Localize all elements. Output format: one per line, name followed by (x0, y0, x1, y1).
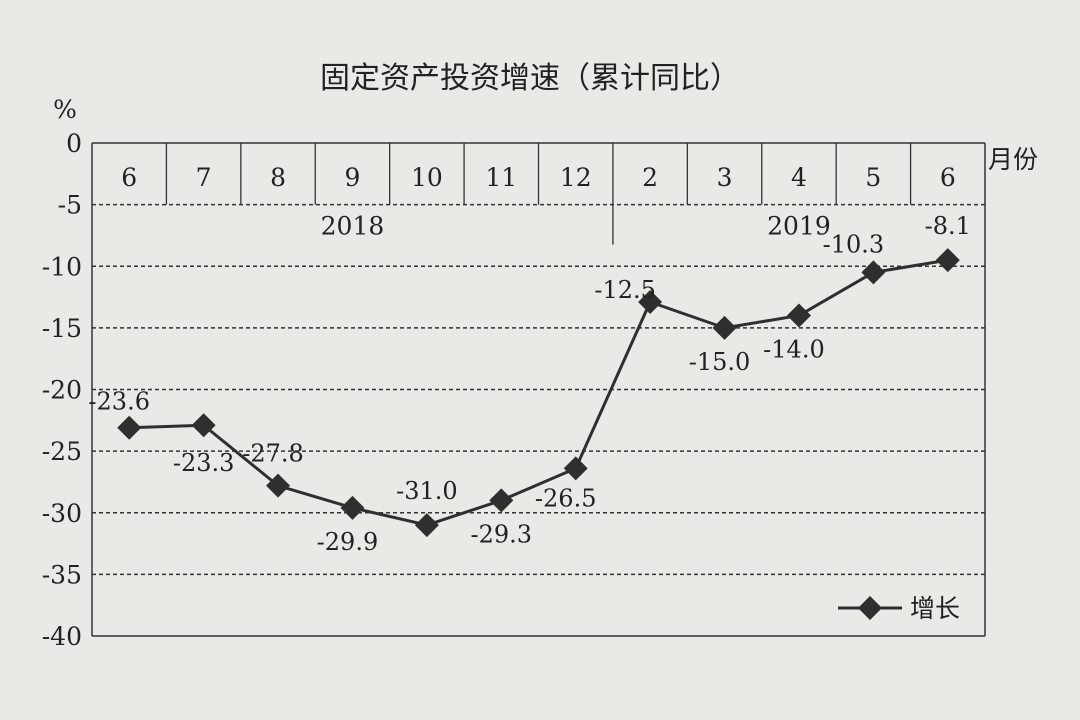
chart-title: 固定资产投资增速（累计同比） (320, 61, 740, 96)
data-point (414, 513, 439, 538)
series-line (129, 258, 949, 527)
data-point (489, 488, 514, 513)
y-tick-label: -35 (42, 560, 82, 589)
y-tick-label: -30 (42, 499, 82, 528)
y-axis-unit: % (53, 95, 77, 124)
y-tick-label: -40 (42, 622, 82, 651)
legend-marker (858, 596, 882, 620)
x-tick-label: 9 (345, 163, 361, 192)
y-tick-label: -5 (58, 191, 82, 220)
data-point (266, 473, 291, 498)
grid-lines (91, 142, 986, 637)
y-tick-label: -20 (42, 376, 82, 405)
data-label: -31.0 (396, 477, 458, 505)
data-point (117, 415, 142, 440)
x-tick-label: 4 (791, 163, 807, 192)
x-tick-label: 6 (940, 163, 956, 192)
data-label: -23.3 (173, 449, 235, 477)
data-label: -10.3 (823, 230, 885, 258)
x-tick-label: 2 (642, 163, 658, 192)
series-group: -23.6 -23.3 -27.8 -29.9 -31.0 -29.3-26.5 -12.5… (88, 212, 970, 556)
data-point (935, 248, 960, 273)
data-label: -26.5 (535, 484, 597, 512)
y-tick-label: -10 (42, 252, 82, 281)
data-point (786, 303, 811, 328)
data-point (861, 260, 886, 285)
data-label: -15.0 (689, 348, 751, 376)
data-point (563, 456, 588, 481)
data-label: -23.6 (88, 388, 150, 416)
legend-label: 增长 (910, 594, 960, 623)
data-label: -12.5 (594, 276, 656, 304)
data-point (712, 315, 737, 340)
data-point (191, 413, 216, 438)
data-label: -27.8 (242, 440, 304, 468)
x-axis-unit: 月份 (988, 145, 1038, 174)
x-tick-label: 8 (270, 163, 286, 192)
y-tick-label: 0 (66, 129, 82, 158)
x-tick-label: 7 (196, 163, 212, 192)
y-tick-label: -25 (42, 437, 82, 466)
data-label: -29.3 (471, 520, 533, 548)
year-label: 2018 (321, 212, 385, 241)
x-tick-label: 3 (717, 163, 733, 192)
data-label: -8.1 (925, 212, 971, 240)
legend: 增长 (838, 594, 960, 623)
data-label: -29.9 (317, 528, 379, 556)
x-tick-label: 12 (560, 163, 592, 192)
x-tick-label: 6 (121, 163, 137, 192)
y-tick-label: -15 (42, 314, 82, 343)
x-tick-label: 10 (411, 163, 443, 192)
y-tick-labels: 0 -5 -10 -15 -20 -25 -30 -35 -40 (42, 129, 82, 651)
x-tick-label: 5 (865, 163, 881, 192)
data-label: -14.0 (763, 336, 825, 364)
year-label: 2019 (767, 212, 831, 241)
data-point (638, 289, 663, 314)
month-table: 6 7 8 9 10 11 12 2 3 4 5 6 2018 2019 (121, 143, 956, 245)
x-tick-label: 11 (485, 163, 517, 192)
data-point (340, 495, 365, 520)
